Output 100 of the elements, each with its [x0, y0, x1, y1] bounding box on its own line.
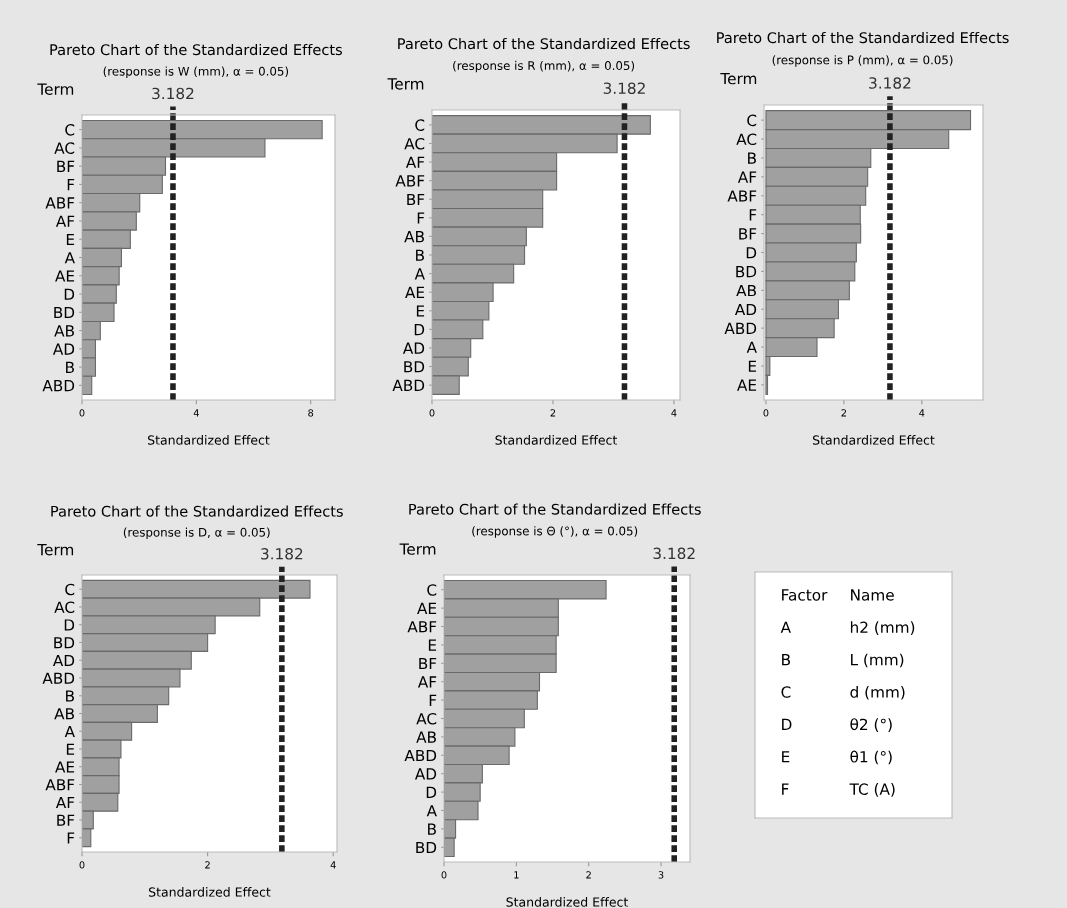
- y-tick-label: A: [414, 268, 425, 280]
- y-tick-label: D: [414, 324, 425, 336]
- y-tick-label: AD: [52, 343, 75, 355]
- y-tick-label: AD: [402, 342, 425, 354]
- text: d (mm): [850, 685, 905, 700]
- x-tick-label: 4: [330, 861, 336, 869]
- x-tick-label: 8: [308, 409, 314, 417]
- y-tick-label: AC: [54, 601, 75, 613]
- y-tick-label: C: [65, 583, 75, 596]
- x-tick-label: 4: [671, 409, 677, 417]
- y-tick-label: BF: [57, 160, 75, 172]
- x-tick-label: 4: [919, 409, 925, 417]
- y-tick-label: ABF: [407, 621, 437, 633]
- chart-title: Pareto Chart of the Standardized Effects: [717, 31, 1009, 44]
- text: L (mm): [851, 653, 904, 668]
- y-tick-label: F: [67, 179, 75, 191]
- y-tick-label: E: [748, 360, 757, 372]
- chart-subtitle: (response is P (mm), α = 0.05): [772, 55, 953, 67]
- y-tick-label: D: [64, 619, 75, 631]
- ref-line-label: 3.182: [869, 77, 911, 89]
- text: A: [780, 621, 791, 633]
- x-tick-label: 2: [586, 871, 591, 879]
- y-tick-label: ABD: [42, 380, 75, 392]
- x-tick-label: 0: [763, 409, 769, 417]
- x-axis-title: Standardized Effect: [148, 887, 271, 897]
- ref-line-label: 3.182: [603, 82, 645, 94]
- y-tick-label: AD: [52, 654, 75, 667]
- text: Name: [851, 589, 894, 601]
- y-tick-label: AE: [737, 379, 757, 391]
- text: Factor: [782, 589, 828, 601]
- text: E: [782, 751, 790, 763]
- y-tick-label: BD: [54, 637, 75, 649]
- y-tick-label: AB: [54, 325, 74, 337]
- y-tick-label: AF: [55, 215, 75, 227]
- y-tick-label: BD: [416, 841, 437, 854]
- y-axis-title: Term: [37, 83, 74, 95]
- y-tick-label: AC: [416, 712, 437, 725]
- y-tick-label: A: [64, 725, 75, 738]
- x-tick-label: 2: [550, 409, 556, 417]
- ref-line-label: 3.182: [653, 547, 695, 560]
- text: F: [782, 783, 789, 795]
- y-tick-label: E: [416, 305, 425, 317]
- y-tick-label: ABD: [724, 322, 757, 334]
- y-tick-label: B: [66, 690, 74, 702]
- text: D: [782, 718, 792, 730]
- y-tick-label: BF: [739, 228, 757, 240]
- y-tick-label: A: [746, 341, 757, 353]
- y-tick-label: A: [426, 805, 437, 817]
- y-tick-label: ABF: [45, 779, 75, 791]
- y-tick-label: F: [67, 832, 75, 844]
- text: θ2 (°): [850, 718, 892, 732]
- y-tick-label: F: [417, 212, 425, 224]
- y-axis-title: Term: [720, 72, 757, 85]
- x-tick-label: 2: [841, 409, 846, 417]
- y-tick-label: AE: [405, 286, 425, 298]
- y-tick-label: AC: [54, 142, 75, 154]
- x-axis-title: Standardized Effect: [495, 435, 618, 445]
- y-tick-label: BF: [407, 193, 425, 206]
- y-tick-label: BD: [404, 361, 425, 373]
- x-tick-label: 0: [79, 861, 85, 869]
- y-tick-label: E: [428, 639, 437, 651]
- y-tick-label: A: [64, 252, 75, 264]
- y-tick-label: B: [416, 249, 424, 261]
- y-tick-label: D: [64, 288, 75, 300]
- y-tick-label: AF: [405, 156, 425, 168]
- y-tick-label: ABF: [45, 197, 75, 209]
- y-tick-label: B: [748, 152, 756, 164]
- chart-subtitle: (response is D, α = 0.05): [123, 527, 270, 539]
- y-tick-label: AF: [417, 676, 437, 688]
- x-axis-title: Standardized Effect: [506, 897, 629, 907]
- y-tick-label: C: [415, 119, 425, 131]
- y-tick-label: B: [66, 361, 74, 373]
- chart-subtitle: (response is Θ (°), α = 0.05): [472, 526, 638, 538]
- y-tick-label: AF: [737, 171, 757, 183]
- chart-subtitle: (response is W (mm), α = 0.05): [103, 66, 289, 78]
- x-axis-title: Standardized Effect: [147, 435, 270, 445]
- y-tick-label: C: [427, 584, 437, 596]
- x-axis-title: Standardized Effect: [812, 435, 935, 445]
- y-tick-label: AE: [55, 761, 75, 773]
- chart-title: Pareto Chart of the Standardized Effects: [50, 43, 342, 56]
- y-tick-label: AD: [414, 768, 437, 780]
- y-tick-label: C: [65, 124, 75, 136]
- text: TC (A): [849, 783, 895, 797]
- y-tick-label: BD: [736, 266, 757, 278]
- x-tick-label: 0: [441, 871, 447, 879]
- y-tick-label: ABF: [727, 190, 757, 202]
- x-tick-label: 0: [79, 409, 85, 417]
- ref-line-label: 3.182: [261, 548, 303, 560]
- y-tick-label: AC: [404, 137, 425, 150]
- y-tick-label: E: [66, 233, 75, 246]
- y-tick-label: AC: [736, 133, 757, 146]
- y-tick-label: AE: [417, 602, 437, 614]
- text: B: [782, 654, 791, 666]
- y-axis-title: Term: [37, 544, 74, 556]
- x-tick-label: 1: [514, 871, 519, 879]
- y-tick-label: D: [426, 786, 437, 798]
- y-tick-label: ABD: [42, 672, 75, 684]
- y-tick-label: ABD: [404, 749, 437, 762]
- y-tick-label: AB: [736, 284, 756, 297]
- y-tick-label: AD: [734, 303, 757, 316]
